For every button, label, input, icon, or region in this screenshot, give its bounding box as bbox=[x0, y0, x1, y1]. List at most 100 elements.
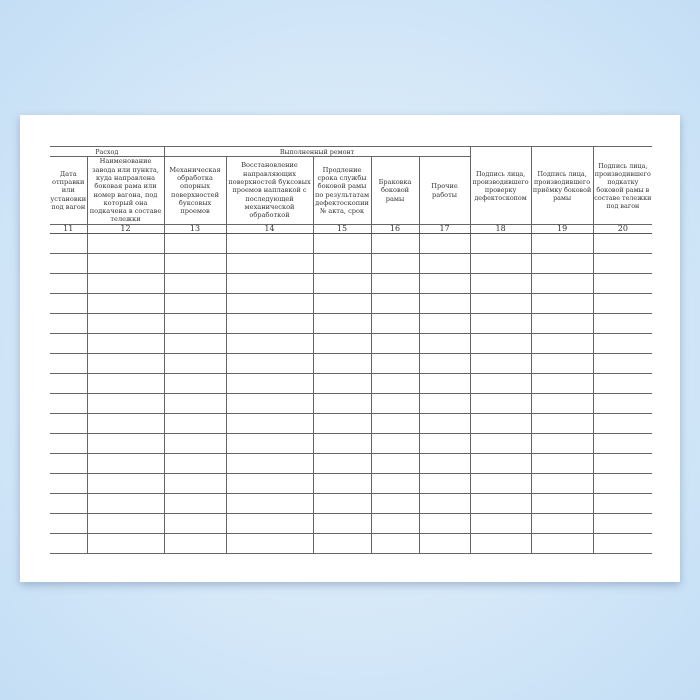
table-cell[interactable] bbox=[225, 393, 314, 414]
table-cell[interactable] bbox=[370, 233, 420, 254]
table-cell[interactable] bbox=[225, 273, 314, 294]
table-cell[interactable] bbox=[418, 353, 471, 374]
table-cell[interactable] bbox=[86, 293, 165, 314]
table-cell[interactable] bbox=[312, 433, 372, 454]
table-cell[interactable] bbox=[163, 273, 227, 294]
table-cell[interactable] bbox=[370, 393, 420, 414]
table-cell[interactable] bbox=[163, 413, 227, 434]
table-cell[interactable] bbox=[86, 313, 165, 334]
table-cell[interactable] bbox=[163, 313, 227, 334]
table-cell[interactable] bbox=[469, 453, 532, 474]
table-cell[interactable] bbox=[530, 473, 594, 494]
table-cell[interactable] bbox=[163, 233, 227, 254]
table-cell[interactable] bbox=[163, 493, 227, 514]
table-cell[interactable] bbox=[225, 493, 314, 514]
table-cell[interactable] bbox=[50, 453, 88, 474]
table-cell[interactable] bbox=[530, 253, 594, 274]
table-cell[interactable] bbox=[312, 473, 372, 494]
table-cell[interactable] bbox=[370, 453, 420, 474]
table-cell[interactable] bbox=[469, 513, 532, 534]
table-cell[interactable] bbox=[50, 473, 88, 494]
table-cell[interactable] bbox=[530, 433, 594, 454]
table-cell[interactable] bbox=[469, 273, 532, 294]
table-cell[interactable] bbox=[50, 373, 88, 394]
table-cell[interactable] bbox=[592, 533, 653, 554]
table-cell[interactable] bbox=[86, 453, 165, 474]
table-cell[interactable] bbox=[163, 373, 227, 394]
table-cell[interactable] bbox=[50, 253, 88, 274]
table-cell[interactable] bbox=[418, 493, 471, 514]
table-cell[interactable] bbox=[418, 513, 471, 534]
table-cell[interactable] bbox=[86, 273, 165, 294]
table-cell[interactable] bbox=[225, 373, 314, 394]
table-cell[interactable] bbox=[370, 373, 420, 394]
table-cell[interactable] bbox=[312, 413, 372, 434]
table-cell[interactable] bbox=[163, 473, 227, 494]
table-cell[interactable] bbox=[225, 313, 314, 334]
table-cell[interactable] bbox=[50, 533, 88, 554]
table-cell[interactable] bbox=[469, 393, 532, 414]
table-cell[interactable] bbox=[370, 413, 420, 434]
table-cell[interactable] bbox=[86, 333, 165, 354]
table-cell[interactable] bbox=[370, 513, 420, 534]
table-cell[interactable] bbox=[469, 233, 532, 254]
table-cell[interactable] bbox=[163, 333, 227, 354]
table-cell[interactable] bbox=[86, 513, 165, 534]
table-cell[interactable] bbox=[592, 353, 653, 374]
table-cell[interactable] bbox=[418, 253, 471, 274]
table-cell[interactable] bbox=[469, 533, 532, 554]
table-cell[interactable] bbox=[370, 473, 420, 494]
table-cell[interactable] bbox=[86, 233, 165, 254]
table-cell[interactable] bbox=[418, 273, 471, 294]
table-cell[interactable] bbox=[370, 333, 420, 354]
table-cell[interactable] bbox=[592, 333, 653, 354]
table-cell[interactable] bbox=[530, 313, 594, 334]
table-cell[interactable] bbox=[225, 473, 314, 494]
table-cell[interactable] bbox=[530, 533, 594, 554]
table-cell[interactable] bbox=[86, 393, 165, 414]
table-cell[interactable] bbox=[469, 433, 532, 454]
table-cell[interactable] bbox=[50, 333, 88, 354]
table-cell[interactable] bbox=[370, 493, 420, 514]
table-cell[interactable] bbox=[370, 533, 420, 554]
table-cell[interactable] bbox=[592, 393, 653, 414]
table-cell[interactable] bbox=[86, 373, 165, 394]
table-cell[interactable] bbox=[86, 493, 165, 514]
table-cell[interactable] bbox=[469, 473, 532, 494]
table-cell[interactable] bbox=[225, 413, 314, 434]
table-cell[interactable] bbox=[225, 453, 314, 474]
table-cell[interactable] bbox=[530, 373, 594, 394]
table-cell[interactable] bbox=[86, 433, 165, 454]
table-cell[interactable] bbox=[86, 353, 165, 374]
table-cell[interactable] bbox=[225, 513, 314, 534]
table-cell[interactable] bbox=[592, 313, 653, 334]
table-cell[interactable] bbox=[225, 233, 314, 254]
table-cell[interactable] bbox=[163, 253, 227, 274]
table-cell[interactable] bbox=[469, 493, 532, 514]
table-cell[interactable] bbox=[225, 353, 314, 374]
table-cell[interactable] bbox=[312, 373, 372, 394]
table-cell[interactable] bbox=[370, 313, 420, 334]
table-cell[interactable] bbox=[530, 413, 594, 434]
table-cell[interactable] bbox=[469, 413, 532, 434]
table-cell[interactable] bbox=[163, 453, 227, 474]
table-cell[interactable] bbox=[312, 313, 372, 334]
table-cell[interactable] bbox=[225, 533, 314, 554]
table-cell[interactable] bbox=[418, 473, 471, 494]
table-cell[interactable] bbox=[225, 333, 314, 354]
table-cell[interactable] bbox=[370, 253, 420, 274]
table-cell[interactable] bbox=[312, 233, 372, 254]
table-cell[interactable] bbox=[592, 273, 653, 294]
table-cell[interactable] bbox=[418, 233, 471, 254]
table-cell[interactable] bbox=[163, 393, 227, 414]
table-cell[interactable] bbox=[163, 433, 227, 454]
table-cell[interactable] bbox=[312, 453, 372, 474]
table-cell[interactable] bbox=[469, 313, 532, 334]
table-cell[interactable] bbox=[50, 313, 88, 334]
table-cell[interactable] bbox=[50, 233, 88, 254]
table-cell[interactable] bbox=[50, 273, 88, 294]
table-cell[interactable] bbox=[50, 433, 88, 454]
table-cell[interactable] bbox=[225, 293, 314, 314]
table-cell[interactable] bbox=[163, 353, 227, 374]
table-cell[interactable] bbox=[530, 293, 594, 314]
